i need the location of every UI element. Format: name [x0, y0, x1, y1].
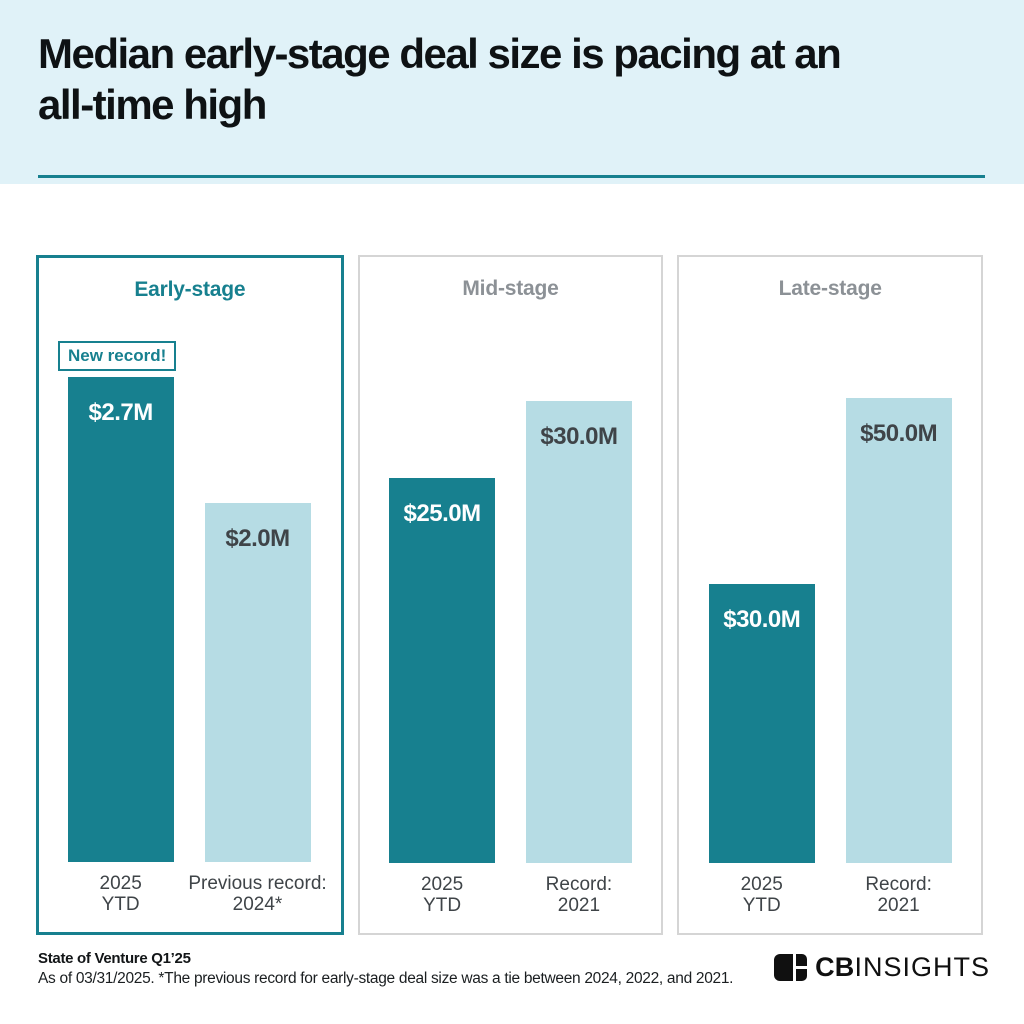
logo-mark-left-block: [774, 954, 794, 981]
mid-stage-bars: $25.0M 2025 YTD $30.0M Record: 2021: [360, 401, 662, 917]
page-title-line-1: Median early-stage deal size is pacing a…: [38, 30, 842, 77]
bar-early-previous-record: $2.0M: [204, 503, 311, 862]
bar-late-2025-ytd: $30.0M: [708, 584, 815, 863]
x-axis-label-line: YTD: [742, 895, 781, 916]
logo-mark-bottom-right-block: [796, 969, 808, 981]
panel-title-late-stage: Late-stage: [778, 277, 882, 300]
bar-late-record-2021: $50.0M: [845, 398, 952, 863]
logo-text-cb: CB: [815, 952, 855, 982]
panel-mid-stage: Mid-stage $25.0M 2025 YTD $30.0M: [357, 255, 664, 935]
new-record-badge: New record!: [58, 341, 177, 371]
bar-value-label: $30.0M: [540, 423, 618, 450]
bar-slot: $25.0M 2025 YTD: [374, 401, 511, 917]
panel-early-stage: Early-stage New record! $2.7M 2025 YTD $…: [36, 255, 344, 935]
x-axis-label-line: Record:: [545, 874, 613, 895]
footer-footnote: As of 03/31/2025. *The previous record f…: [38, 970, 734, 987]
bar-slot: $2.0M Previous record: 2024*: [188, 377, 327, 916]
cbinsights-logo-text: CBINSIGHTS: [815, 952, 990, 983]
bar-value-label: $50.0M: [860, 420, 938, 447]
late-stage-bars: $30.0M 2025 YTD $50.0M Record: 2021: [679, 398, 981, 917]
x-axis-label-line: Record:: [865, 874, 932, 895]
bar-slot: $2.7M 2025 YTD: [53, 377, 188, 916]
bar-mid-2025-ytd: $25.0M: [389, 478, 496, 863]
panel-late-stage: Late-stage $30.0M 2025 YTD $50.0M: [677, 255, 984, 935]
bar-value-label: $2.0M: [225, 525, 290, 552]
bar-value-label: $2.7M: [88, 399, 154, 426]
title-underline-rule: [38, 175, 985, 178]
x-axis-label: 2025 YTD: [421, 863, 463, 917]
early-stage-bars: $2.7M 2025 YTD $2.0M Previous record: 20…: [39, 377, 341, 916]
bar-value-label: $25.0M: [403, 500, 482, 527]
x-axis-label-line: YTD: [101, 894, 140, 915]
cbinsights-logo-icon: [774, 954, 808, 981]
bar-value-label: $30.0M: [723, 606, 801, 633]
header-band: Median early-stage deal size is pacing a…: [0, 0, 1024, 184]
x-axis-label-line: 2021: [877, 895, 920, 916]
x-axis-label-line: 2025: [99, 873, 142, 894]
x-axis-label-line: Previous record:: [188, 873, 327, 894]
panel-title-mid-stage: Mid-stage: [462, 277, 559, 300]
bar-early-2025-ytd: $2.7M: [67, 377, 174, 862]
x-axis-label-line: 2021: [557, 895, 601, 916]
x-axis-label: Previous record: 2024*: [188, 862, 326, 916]
x-axis-label: 2025 YTD: [100, 862, 142, 916]
x-axis-label: 2025 YTD: [741, 863, 783, 917]
logo-mark-top-right-block: [796, 954, 808, 966]
cbinsights-logo: CBINSIGHTS: [774, 952, 990, 983]
x-axis-label-line: YTD: [423, 895, 462, 916]
bar-mid-record-2021: $30.0M: [525, 401, 632, 863]
panel-title-early-stage: Early-stage: [134, 278, 246, 301]
x-axis-label-line: 2025: [420, 874, 464, 895]
x-axis-label-line: 2025: [740, 874, 783, 895]
x-axis-label: Record: 2021: [546, 863, 613, 917]
logo-text-insights: INSIGHTS: [854, 952, 990, 982]
page-title-line-2: all-time high: [38, 81, 267, 128]
footer-source-title: State of Venture Q1’25: [38, 950, 191, 967]
bar-slot: $30.0M Record: 2021: [511, 401, 648, 917]
bar-slot: $50.0M Record: 2021: [830, 398, 967, 917]
page-title: Median early-stage deal size is pacing a…: [38, 28, 842, 130]
bar-slot: $30.0M 2025 YTD: [693, 398, 830, 917]
x-axis-label-line: 2024*: [232, 894, 283, 915]
chart-panels-row: Early-stage New record! $2.7M 2025 YTD $…: [36, 255, 984, 935]
x-axis-label: Record: 2021: [865, 863, 932, 917]
